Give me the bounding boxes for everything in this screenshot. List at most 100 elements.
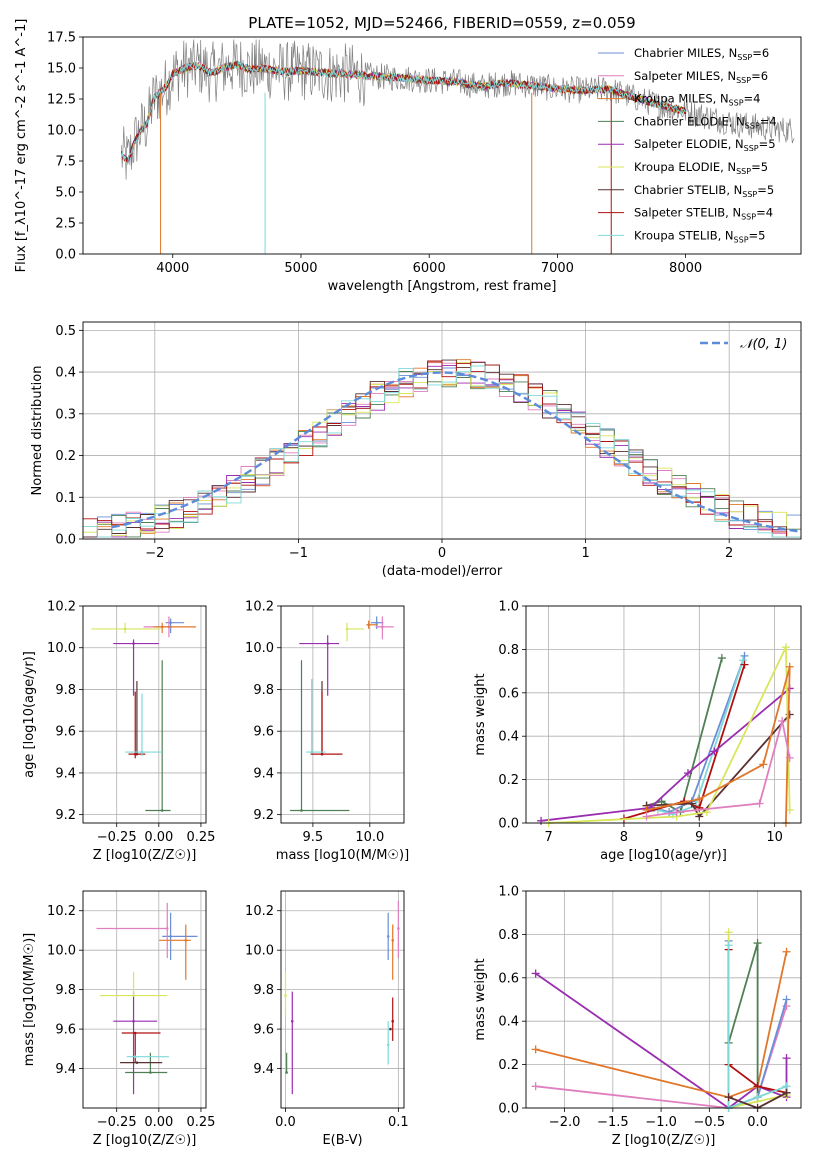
x-tick-label: −1.0 (645, 1115, 677, 1130)
x-tick-label: 5000 (284, 261, 317, 276)
data-point (310, 750, 314, 754)
x-tick-label: 0.1 (388, 1115, 409, 1130)
legend-label: Kroupa ELODIE, NSSP=5 (634, 160, 768, 176)
y-tick-label: 10.0 (245, 641, 274, 656)
weight-marker (717, 654, 726, 663)
data-point (285, 1071, 288, 1074)
x-tick-label: 6000 (413, 261, 446, 276)
weight-line (646, 657, 723, 814)
y-tick-label: 0.6 (498, 686, 519, 701)
data-point (133, 752, 137, 756)
weight-marker (683, 769, 692, 778)
x-tick-label: 0 (438, 546, 446, 561)
axes-frame (525, 605, 802, 824)
y-tick-label: 0.2 (498, 1058, 519, 1073)
y-tick-label: 0.4 (55, 366, 76, 381)
panel-mw-vs-Z: −2.0 −1.5 −1.0 −0.5 0.0 0.0 0.2 0.4 0.6 0.8 1.0 Z [… (473, 885, 802, 1148)
y-tick-label: 0.6 (498, 971, 519, 986)
weight-marker (785, 753, 794, 762)
y-axis-label: Normed distribution (30, 366, 45, 496)
y-tick-label: 0.0 (498, 817, 519, 832)
x-tick-label: 9.5 (303, 830, 324, 845)
y-tick-label: 9.8 (55, 683, 76, 698)
weight-marker (740, 660, 749, 669)
data-point (326, 642, 329, 645)
y-tick-label: 9.6 (55, 1023, 76, 1038)
y-tick-label: 15.0 (47, 62, 76, 77)
weight-marker (642, 812, 651, 821)
weight-marker (695, 795, 704, 804)
panel-spectrum: 4000 5000 6000 7000 8000 0.0 2.5 5.0 7.5 10.0 12.5… (14, 14, 802, 294)
x-tick-label: −0.5 (694, 1115, 726, 1130)
x-tick-label: 0.0 (747, 1115, 768, 1130)
weight-marker (753, 939, 762, 948)
histogram-step (83, 360, 801, 538)
weight-marker (537, 816, 546, 825)
y-tick-label: 0.3 (55, 407, 76, 422)
weight-line (548, 646, 791, 824)
y-tick-label: 0.4 (498, 1015, 519, 1030)
panel-mass-vs-Z: −0.25 0.00 0.25 9.4 9.6 9.8 10.0 10.2 Z [log10(Z… (22, 890, 215, 1148)
y-tick-label: 9.4 (55, 766, 76, 781)
x-axis-label: (data-model)/error (382, 564, 503, 579)
weight-marker (781, 643, 790, 652)
data-point (135, 1061, 139, 1064)
y-tick-label: 0.2 (55, 449, 76, 464)
data-point (184, 939, 188, 942)
weight-marker (724, 1093, 733, 1102)
weight-marker (710, 747, 719, 756)
panel-mw-vs-age: 7 8 9 10 0.0 0.2 0.4 0.6 0.8 1.0 age [log10(age/yr… (473, 600, 802, 863)
weight-line (535, 951, 788, 1099)
data-point (397, 927, 400, 930)
x-tick-label: 0.25 (186, 830, 215, 845)
y-tick-label: 0.1 (55, 491, 76, 506)
x-axis-label: mass [log10(M/M☉)] (276, 848, 409, 863)
weight-line (657, 660, 744, 816)
weight-marker (753, 1082, 762, 1091)
y-tick-label: 9.2 (55, 808, 76, 823)
axes-frame (280, 605, 405, 824)
y-axis-label: mass [log10(M/M☉)] (22, 933, 37, 1066)
y-tick-label: 1.0 (498, 885, 519, 900)
y-tick-label: 10.2 (47, 600, 76, 615)
data-point (123, 627, 127, 631)
y-tick-label: 10.0 (47, 641, 76, 656)
y-tick-label: 9.6 (253, 725, 274, 740)
data-point (386, 935, 390, 938)
y-tick-label: 0.2 (498, 773, 519, 788)
y-tick-label: 0.0 (498, 1102, 519, 1117)
y-tick-label: 5.0 (55, 186, 76, 201)
legend-label: Kroupa MILES, NSSP=4 (634, 92, 760, 108)
data-point (133, 1055, 137, 1059)
x-tick-label: 8000 (669, 261, 702, 276)
weight-marker (782, 1054, 791, 1063)
weight-marker (778, 717, 787, 726)
model-line (121, 60, 686, 165)
y-tick-label: 9.4 (55, 1062, 76, 1077)
y-tick-label: 9.4 (253, 1062, 274, 1077)
y-axis-label: mass weight (473, 958, 488, 1040)
y-tick-label: 7.5 (55, 155, 76, 170)
y-axis-label: age [log10(age/yr)] (22, 651, 37, 778)
x-tick-label: 0.00 (144, 830, 173, 845)
y-tick-label: 17.5 (47, 31, 76, 46)
weight-marker (755, 799, 764, 808)
y-tick-label: 0.4 (498, 730, 519, 745)
data-point (169, 935, 172, 938)
data-point (140, 750, 144, 754)
x-tick-label: −2 (145, 546, 164, 561)
weight-marker (785, 662, 794, 671)
data-point (132, 642, 135, 645)
weight-marker (531, 969, 540, 978)
weight-marker (759, 760, 768, 769)
x-tick-label: 0.0 (275, 1115, 296, 1130)
x-tick-label: 2 (725, 546, 733, 561)
y-tick-label: 12.5 (47, 93, 76, 108)
weight-line (646, 666, 791, 824)
x-tick-label: 10 (766, 830, 783, 845)
axes-frame (82, 36, 802, 255)
legend-label: Kroupa STELIB, NSSP=5 (634, 228, 765, 244)
data-point (375, 621, 378, 624)
weight-marker (740, 651, 749, 660)
x-tick-label: −0.25 (97, 1115, 137, 1130)
